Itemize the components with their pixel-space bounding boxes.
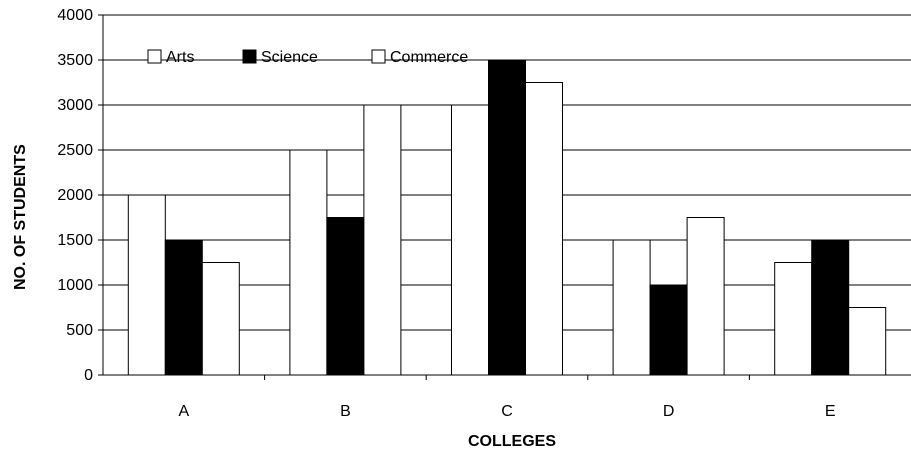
x-tick-label: A bbox=[178, 403, 189, 420]
y-tick-label: 2000 bbox=[57, 187, 93, 204]
y-tick-labels: 0 500 1000 1500 2000 2500 3000 3500 4000 bbox=[57, 7, 103, 384]
bar-science-e bbox=[811, 239, 850, 376]
bar-arts-a bbox=[127, 194, 166, 376]
y-tick-label: 3000 bbox=[57, 97, 93, 114]
bar-commerce-e bbox=[848, 307, 887, 376]
x-tick-label: C bbox=[501, 403, 513, 420]
bar-arts-d bbox=[612, 239, 651, 376]
bar-commerce-b bbox=[363, 104, 402, 376]
bar-commerce-c bbox=[525, 82, 563, 376]
legend-swatch-science bbox=[242, 49, 257, 64]
bar-science-a bbox=[164, 239, 203, 376]
y-tick-label: 3500 bbox=[57, 52, 93, 69]
x-tick-label: B bbox=[340, 403, 351, 420]
legend-swatch-arts bbox=[147, 49, 162, 64]
y-tick-label: 1000 bbox=[57, 277, 93, 294]
bars bbox=[127, 59, 887, 376]
y-tick-label: 0 bbox=[84, 367, 93, 384]
y-tick-label: 2500 bbox=[57, 142, 93, 159]
legend-label-arts: Arts bbox=[166, 49, 194, 66]
bar-arts-e bbox=[774, 262, 813, 376]
y-tick-label: 1500 bbox=[57, 232, 93, 249]
legend-label-science: Science bbox=[261, 49, 318, 66]
bar-arts-b bbox=[289, 149, 328, 376]
bar-commerce-d bbox=[686, 217, 725, 376]
x-tick-label: D bbox=[663, 403, 675, 420]
bar-science-c bbox=[488, 59, 526, 376]
x-tick-label: E bbox=[825, 403, 836, 420]
bar-science-b bbox=[326, 217, 365, 376]
bar-commerce-a bbox=[201, 262, 240, 376]
x-tick-labels: A B C D E bbox=[178, 375, 836, 420]
y-tick-label: 4000 bbox=[57, 7, 93, 24]
bar-arts-c bbox=[451, 104, 489, 376]
y-axis-title: NO. OF STUDENTS bbox=[12, 144, 29, 290]
legend-swatch-commerce bbox=[371, 49, 386, 64]
bar-science-d bbox=[649, 284, 688, 376]
x-axis-title: COLLEGES bbox=[468, 433, 556, 450]
legend: Arts Science Commerce bbox=[147, 49, 468, 66]
y-tick-label: 500 bbox=[66, 322, 93, 339]
legend-label-commerce: Commerce bbox=[390, 49, 468, 66]
